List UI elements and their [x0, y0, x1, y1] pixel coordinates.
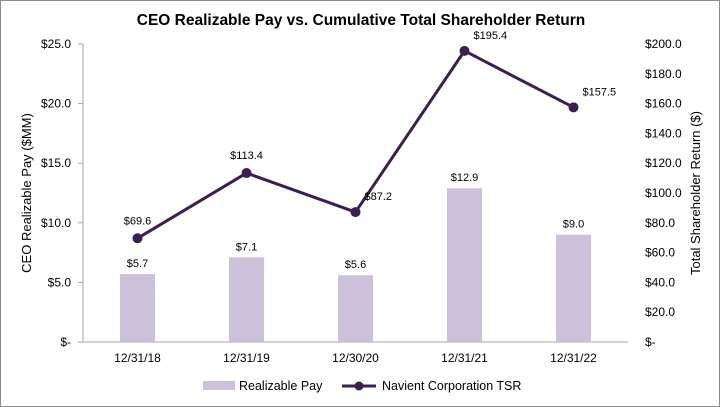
line-data-label: $113.4: [230, 150, 263, 162]
x-tick-label: 12/31/22: [550, 351, 597, 365]
bar-series-realizable-pay: [120, 188, 591, 342]
line-data-label: $69.6: [124, 215, 152, 227]
line-marker: [350, 207, 361, 218]
legend-line-label: Navient Corporation TSR: [382, 379, 521, 393]
right-tick-label: $40.0: [645, 275, 675, 289]
bar-realizable-pay: [447, 188, 482, 342]
right-tick-label: $100.0: [645, 186, 682, 200]
x-tick-label: 12/31/19: [223, 351, 270, 365]
right-tick-label: $60.0: [645, 246, 675, 260]
x-tick-label: 12/30/20: [332, 351, 379, 365]
bar-data-label: $12.9: [451, 172, 479, 184]
right-tick-label: $120.0: [645, 156, 682, 170]
bar-data-label: $9.0: [563, 219, 584, 231]
bar-realizable-pay: [556, 234, 591, 342]
right-tick-label: $200.0: [645, 37, 682, 51]
line-marker: [459, 45, 470, 56]
left-tick-label: $-: [60, 335, 71, 349]
bar-realizable-pay: [338, 275, 373, 342]
line-data-label: $157.5: [583, 86, 617, 98]
bar-data-label: $5.6: [345, 259, 366, 271]
bar-data-label: $5.7: [127, 258, 148, 270]
bar-realizable-pay: [229, 257, 264, 342]
left-tick-label: $5.0: [48, 275, 72, 289]
line-marker: [241, 168, 252, 179]
bar-data-labels: $5.7 $7.1 $5.6 $12.9 $9.0: [127, 172, 584, 271]
line-marker: [568, 102, 579, 113]
right-tick-label: $-: [645, 335, 656, 349]
left-tick-label: $15.0: [41, 156, 71, 170]
right-tick-label: $20.0: [645, 305, 675, 319]
right-tick-label: $140.0: [645, 126, 682, 140]
left-axis-ticks: $- $5.0 $10.0 $15.0 $20.0 $25.0: [41, 37, 83, 349]
line-data-label: $87.2: [365, 191, 393, 203]
right-axis-title: Total Shareholder Return ($): [688, 111, 703, 275]
right-tick-label: $180.0: [645, 67, 682, 81]
right-tick-label: $80.0: [645, 216, 675, 230]
line-data-labels: $69.6 $113.4 $87.2 $195.4 $157.5: [124, 30, 616, 227]
legend: Realizable Pay Navient Corporation TSR: [203, 379, 521, 393]
bar-realizable-pay: [120, 274, 155, 342]
x-axis-ticks: 12/31/18 12/31/19 12/30/20 12/31/21 12/31/22: [114, 351, 597, 365]
legend-bar-label: Realizable Pay: [239, 379, 323, 393]
chart-title: CEO Realizable Pay vs. Cumulative Total …: [137, 12, 585, 29]
bar-data-label: $7.1: [236, 241, 257, 253]
legend-line-marker: [354, 381, 364, 391]
left-tick-label: $25.0: [41, 37, 71, 51]
line-marker: [132, 233, 143, 244]
x-tick-label: 12/31/18: [114, 351, 161, 365]
line-series-navient-tsr: [132, 45, 579, 244]
left-tick-label: $10.0: [41, 216, 71, 230]
legend-bar-swatch: [203, 381, 235, 390]
x-tick-label: 12/31/21: [441, 351, 488, 365]
left-axis-title: CEO Realizable Pay ($MM): [19, 113, 34, 273]
right-tick-label: $160.0: [645, 97, 682, 111]
left-tick-label: $20.0: [41, 97, 71, 111]
line-data-label: $195.4: [474, 30, 508, 42]
right-axis-ticks: $- $20.0 $40.0 $60.0 $80.0 $100.0 $120.0 $140.0…: [645, 37, 682, 349]
